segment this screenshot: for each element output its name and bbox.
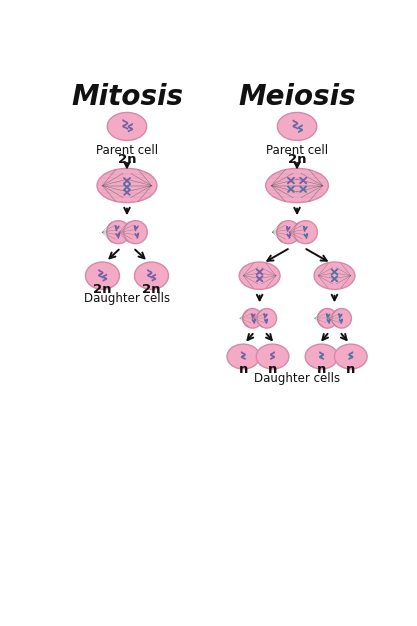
Text: Daughter cells: Daughter cells [254,372,340,385]
Ellipse shape [277,220,300,244]
Ellipse shape [107,113,147,140]
Text: n: n [317,362,326,376]
Text: Meiosis: Meiosis [238,83,356,111]
Ellipse shape [227,344,260,369]
Text: 2n: 2n [93,283,112,296]
Ellipse shape [294,220,317,244]
Ellipse shape [239,262,280,289]
Ellipse shape [243,309,262,328]
Ellipse shape [305,344,338,369]
Text: Parent cell: Parent cell [96,143,158,156]
Text: Parent cell: Parent cell [266,143,328,156]
Text: 2n: 2n [142,283,161,296]
Ellipse shape [256,344,289,369]
Ellipse shape [318,309,337,328]
Ellipse shape [257,309,276,328]
Ellipse shape [332,309,352,328]
Ellipse shape [97,168,157,203]
Ellipse shape [85,262,120,289]
Text: n: n [346,362,356,376]
Ellipse shape [124,220,147,244]
Ellipse shape [134,262,168,289]
Text: n: n [268,362,277,376]
Ellipse shape [107,220,130,244]
Text: Daughter cells: Daughter cells [84,292,170,305]
Text: 2n: 2n [118,153,136,166]
Ellipse shape [314,262,355,289]
Text: 2n: 2n [288,153,306,166]
Ellipse shape [334,344,367,369]
Text: n: n [239,362,248,376]
Ellipse shape [277,113,317,140]
Text: Mitosis: Mitosis [71,83,183,111]
Ellipse shape [266,168,328,203]
